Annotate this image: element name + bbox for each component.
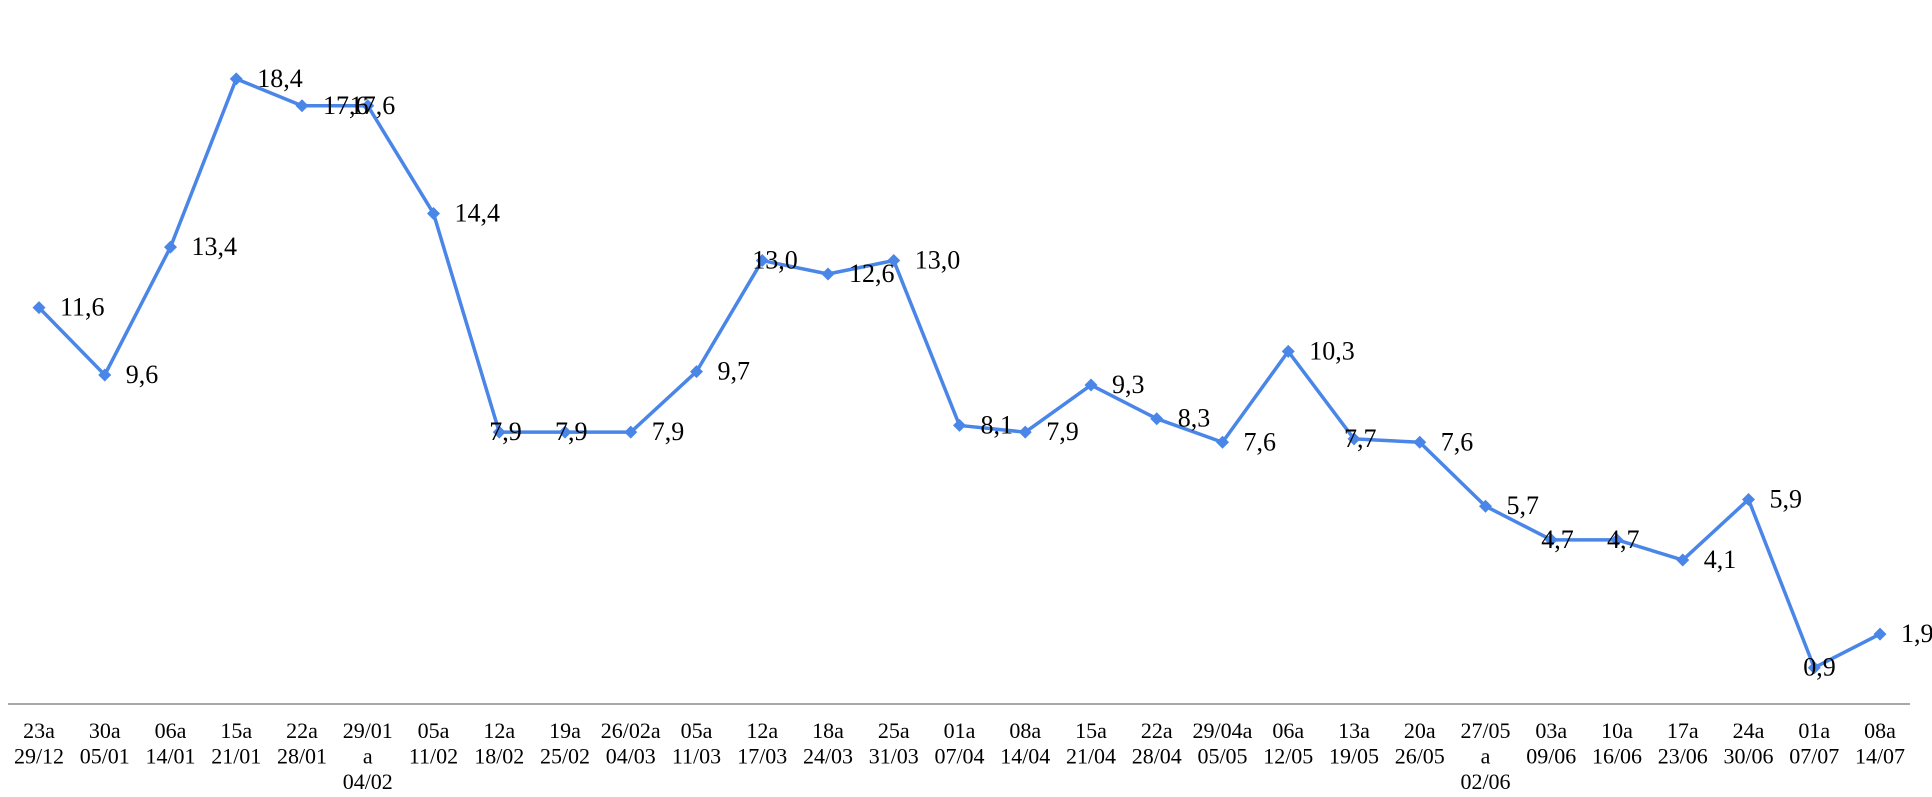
data-point-marker [1544,533,1558,547]
x-tick-label: 22a 28/04 [1132,718,1182,769]
x-tick-label: 19a 25/02 [540,718,590,769]
data-point-marker [1216,435,1229,449]
data-point-marker [755,254,769,268]
data-point-marker [164,240,177,254]
data-markers [32,72,1887,675]
data-label: 14,4 [455,198,501,227]
data-label: 7,6 [1441,427,1474,456]
data-point-marker [98,368,112,382]
data-point-marker [492,425,506,439]
data-point-marker [1610,533,1624,547]
x-tick-label: 27/05 a 02/06 [1460,718,1510,794]
x-tick-label: 22a 28/01 [277,718,327,769]
data-label: 18,4 [257,64,303,93]
data-point-marker [1150,412,1164,426]
data-label: 11,6 [60,293,105,322]
data-point-marker [1807,661,1821,675]
data-point-marker [953,418,966,432]
data-point-marker [690,365,703,379]
x-tick-label: 10a 16/06 [1592,718,1642,769]
data-label: 13,4 [192,232,238,261]
data-label: 13,0 [915,246,961,275]
data-label: 5,7 [1507,491,1540,520]
data-point-marker [1018,425,1032,439]
x-tick-label: 25a 31/03 [869,718,919,769]
data-label: 0,9 [1803,653,1836,682]
data-label: 9,3 [1112,370,1145,399]
x-tick-label: 26/02a 04/03 [601,718,661,769]
data-point-marker [1742,492,1755,506]
x-tick-label: 06a 12/05 [1263,718,1313,769]
data-point-marker [558,425,572,439]
data-label: 9,7 [718,357,751,386]
data-label: 7,9 [652,417,685,446]
data-point-marker [229,72,243,86]
x-tick-label: 20a 26/05 [1395,718,1445,769]
series-line [37,77,1881,670]
data-label: 7,9 [555,417,588,446]
x-tick-label: 15a 21/01 [211,718,261,769]
data-label: 8,3 [1178,404,1211,433]
data-point-marker [821,267,835,281]
x-tick-label: 12a 18/02 [474,718,524,769]
x-tick-label: 24a 30/06 [1723,718,1773,769]
data-point-marker [295,99,309,113]
data-label: 4,7 [1607,525,1640,554]
data-point-marker [1676,553,1690,567]
data-label: 9,6 [126,360,159,389]
data-label: 17,6 [350,91,396,120]
x-tick-label: 01a 07/04 [934,718,984,769]
data-label: 7,7 [1344,424,1377,453]
data-point-marker [1873,627,1887,641]
data-label: 7,9 [489,417,522,446]
x-tick-label: 29/01 a 04/02 [343,718,393,794]
data-point-marker [887,254,901,268]
data-point-marker [1347,432,1361,446]
data-point-marker [1479,499,1492,513]
x-tick-label: 03a 09/06 [1526,718,1576,769]
x-tick-label: 15a 21/04 [1066,718,1116,769]
data-point-marker [1413,435,1427,449]
data-point-marker [427,206,440,220]
x-tick-label: 23a 29/12 [14,718,64,769]
data-label: 17,6 [323,91,369,120]
data-labels: 11,6 9,6 13,4 18,4 17,617,6 14,4 7,9 7,9 7,9 9,7 1… [60,64,1932,682]
x-tick-label: 08a 14/07 [1855,718,1905,769]
data-label: 1,9 [1901,619,1932,648]
data-label: 7,9 [1046,417,1079,446]
x-tick-label: 29/04a 05/05 [1193,718,1253,769]
data-label: 13,0 [752,246,798,275]
data-label: 8,1 [981,410,1014,439]
data-point-marker [1084,378,1098,392]
data-label: 4,7 [1541,525,1574,554]
data-label: 10,3 [1309,336,1355,365]
data-label: 12,6 [849,259,895,288]
x-tick-label: 05a 11/02 [409,718,458,769]
data-point-marker [32,301,46,315]
data-point-marker [361,99,375,113]
x-tick-label: 17a 23/06 [1658,718,1708,769]
x-tick-label: 13a 19/05 [1329,718,1379,769]
x-tick-label: 18a 24/03 [803,718,853,769]
data-label: 5,9 [1770,484,1803,513]
x-tick-label: 30a 05/01 [80,718,130,769]
x-tick-label: 08a 14/04 [1000,718,1050,769]
data-label: 4,1 [1704,545,1737,574]
data-point-marker [1281,344,1295,358]
data-label: 7,6 [1244,427,1277,456]
x-tick-label: 01a 07/07 [1789,718,1839,769]
x-tick-label: 12a 17/03 [737,718,787,769]
x-tick-label: 05a 11/03 [672,718,721,769]
x-axis-tick-labels: 23a 29/12 30a 05/01 06a 14/01 15a 21/01 22a 28/01… [14,718,1905,794]
data-point-marker [624,425,638,439]
x-tick-label: 06a 14/01 [145,718,195,769]
